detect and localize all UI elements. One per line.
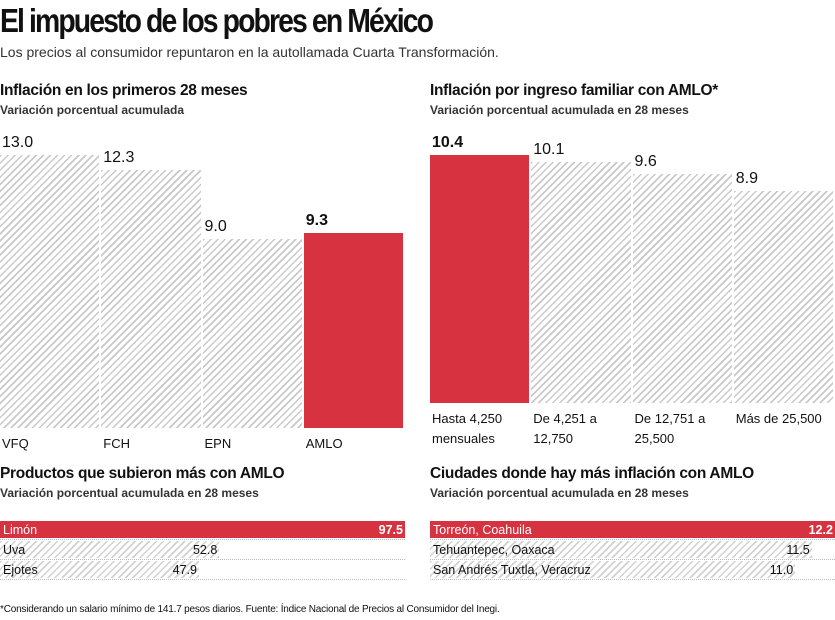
y-tick-label: Ejotes — [3, 563, 38, 577]
main-subtitle: Los precios al consumidor repuntaron en … — [0, 44, 499, 60]
value-label: 97.5 — [378, 523, 403, 537]
x-tick-label: De 12,751 a 25,500 — [634, 411, 706, 446]
bar — [430, 521, 835, 538]
footnote: *Considerando un salario mínimo de 141.7… — [0, 604, 500, 615]
main-title: El impuesto de los pobres en México — [0, 2, 434, 39]
row-separator — [430, 559, 835, 560]
value-label: 12.2 — [808, 523, 833, 537]
value-label: 8.9 — [735, 169, 758, 187]
x-tick-label: De 4,251 a 12,750 — [533, 411, 597, 446]
chart-title: Inflación por ingreso familiar con AMLO* — [430, 82, 718, 99]
bar — [0, 541, 220, 558]
bar — [101, 169, 201, 428]
y-tick-label: Uva — [3, 543, 26, 557]
row-separator — [0, 579, 405, 580]
bar — [531, 162, 631, 403]
bar — [0, 521, 405, 538]
chart-subtitle: Variación porcentual acumulada en 28 mes… — [430, 486, 689, 500]
row-separator — [430, 579, 835, 580]
row-separator — [0, 559, 405, 560]
bar — [0, 155, 100, 428]
y-tick-label: Tehuantepec, Oaxaca — [433, 543, 555, 557]
bar — [303, 232, 403, 428]
bar — [430, 561, 796, 578]
value-label: 52.8 — [192, 543, 218, 557]
bar — [0, 561, 199, 578]
chart-title: Ciudades donde hay más inflación con AML… — [430, 465, 754, 482]
value-label: 10.1 — [533, 141, 565, 159]
chart-title: Inflación en los primeros 28 meses — [0, 82, 248, 99]
x-tick-label: Hasta 4,250 mensuales — [432, 411, 503, 446]
y-tick-label: Torreón, Coahuila — [433, 523, 532, 537]
value-label: 9.0 — [204, 218, 227, 235]
bar — [632, 174, 732, 403]
chart-subtitle: Variación porcentual acumulada en 28 mes… — [430, 103, 689, 117]
chart-title: Productos que subieron más con AMLO — [0, 465, 285, 482]
row-separator — [430, 539, 835, 540]
x-tick-label: EPN — [204, 436, 232, 451]
bar — [430, 541, 812, 558]
y-tick-label: San Andrés Tuxtla, Veracruz — [433, 563, 591, 577]
y-tick-label: Limón — [3, 523, 38, 537]
row-separator — [0, 539, 405, 540]
x-tick-label: FCH — [103, 436, 130, 451]
bar — [202, 239, 302, 428]
bar — [430, 155, 530, 403]
value-label: 47.9 — [172, 563, 197, 577]
value-label: 9.3 — [305, 211, 328, 229]
x-tick-label: VFQ — [2, 436, 29, 451]
value-label: 9.6 — [634, 153, 657, 171]
chart-subtitle: Variación porcentual acumulada en 28 mes… — [0, 486, 259, 500]
value-label: 11.0 — [769, 563, 794, 577]
x-tick-label: Más de 25,500 — [735, 411, 822, 426]
value-label: 11.5 — [786, 543, 810, 557]
bar — [733, 190, 833, 403]
value-label: 10.4 — [432, 134, 464, 151]
x-tick-label: AMLO — [305, 436, 343, 451]
value-label: 13.0 — [2, 134, 34, 151]
chart-subtitle: Variación porcentual acumulada — [0, 103, 185, 117]
value-label: 12.3 — [103, 148, 135, 166]
